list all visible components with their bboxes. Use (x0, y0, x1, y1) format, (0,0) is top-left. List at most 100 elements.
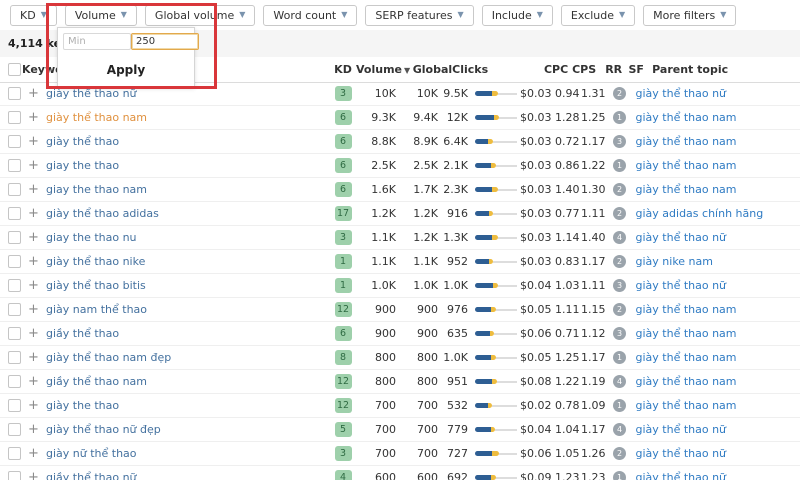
header-global[interactable]: Global (412, 63, 453, 76)
volume-min-input[interactable] (63, 33, 131, 50)
keyword-link[interactable]: giày thể thao bitis (46, 279, 146, 292)
row-checkbox[interactable] (8, 159, 21, 172)
filter-serp-features-button[interactable]: SERP features ▼ (365, 4, 474, 26)
row-checkbox[interactable] (8, 471, 21, 480)
serp-features-badge[interactable]: 1 (613, 471, 626, 480)
expand-plus-icon[interactable]: + (28, 374, 39, 389)
expand-plus-icon[interactable]: + (28, 302, 39, 317)
row-checkbox[interactable] (8, 255, 21, 268)
filter-word-count-button[interactable]: Word count ▼ (263, 4, 358, 26)
filter-more-filters-button[interactable]: More filters ▼ (643, 4, 737, 26)
parent-topic-link[interactable]: giày thể thao nam (635, 159, 737, 172)
expand-plus-icon[interactable]: + (28, 278, 39, 293)
parent-topic-link[interactable]: giày thể thao nam (635, 399, 737, 412)
serp-features-badge[interactable]: 3 (613, 279, 626, 292)
serp-features-badge[interactable]: 2 (613, 303, 626, 316)
expand-plus-icon[interactable]: + (28, 230, 39, 245)
row-checkbox[interactable] (8, 111, 21, 124)
expand-plus-icon[interactable]: + (28, 326, 39, 341)
serp-features-badge[interactable]: 3 (613, 327, 626, 340)
row-checkbox[interactable] (8, 447, 21, 460)
row-checkbox[interactable] (8, 351, 21, 364)
expand-plus-icon[interactable]: + (28, 398, 39, 413)
expand-plus-icon[interactable]: + (28, 86, 39, 101)
expand-plus-icon[interactable]: + (28, 350, 39, 365)
keyword-link[interactable]: giay the thao (46, 159, 120, 172)
header-kd[interactable]: KD (334, 63, 352, 76)
row-checkbox[interactable] (8, 327, 21, 340)
row-checkbox[interactable] (8, 423, 21, 436)
row-checkbox[interactable] (8, 183, 21, 196)
parent-topic-link[interactable]: giày thể thao nam (635, 183, 737, 196)
row-checkbox[interactable] (8, 87, 21, 100)
parent-topic-link[interactable]: giày thể thao nữ (635, 423, 727, 436)
serp-features-badge[interactable]: 4 (613, 375, 626, 388)
serp-features-badge[interactable]: 1 (613, 351, 626, 364)
expand-plus-icon[interactable]: + (28, 206, 39, 221)
row-checkbox[interactable] (8, 375, 21, 388)
apply-button[interactable]: Apply (106, 63, 146, 77)
filter-kd-button[interactable]: KD ▼ (10, 4, 57, 26)
filter-volume-button[interactable]: Volume ▼ (64, 4, 137, 26)
keyword-link[interactable]: giầy thể thao nam (46, 375, 148, 388)
parent-topic-link[interactable]: giày thể thao nam (635, 303, 737, 316)
parent-topic-link[interactable]: giày thể thao nam (635, 375, 737, 388)
header-rr[interactable]: RR (605, 63, 623, 76)
row-checkbox[interactable] (8, 231, 21, 244)
row-checkbox[interactable] (8, 303, 21, 316)
row-checkbox[interactable] (8, 279, 21, 292)
parent-topic-link[interactable]: giày thể thao nữ (635, 87, 727, 100)
keyword-link[interactable]: giày thể thao (46, 135, 120, 148)
volume-max-input[interactable] (131, 33, 199, 50)
header-clicks[interactable]: Clicks (452, 63, 489, 76)
filter-exclude-button[interactable]: Exclude ▼ (560, 4, 636, 26)
keyword-link[interactable]: giày the thao (46, 399, 120, 412)
parent-topic-link[interactable]: giày thể thao nữ (635, 231, 727, 244)
serp-features-badge[interactable]: 1 (613, 111, 626, 124)
serp-features-badge[interactable]: 3 (613, 135, 626, 148)
expand-plus-icon[interactable]: + (28, 158, 39, 173)
serp-features-badge[interactable]: 2 (613, 447, 626, 460)
parent-topic-link[interactable]: giày adidas chính hãng (635, 207, 764, 220)
serp-features-badge[interactable]: 4 (613, 231, 626, 244)
keyword-link[interactable]: giay the thao nam (46, 183, 148, 196)
expand-plus-icon[interactable]: + (28, 422, 39, 437)
serp-features-badge[interactable]: 4 (613, 423, 626, 436)
keyword-link[interactable]: giày nữ thể thao (46, 447, 137, 460)
keyword-link[interactable]: giày thể thao nữ đẹp (46, 423, 161, 436)
keyword-link[interactable]: giày thể thao nam đẹp (46, 351, 172, 364)
parent-topic-link[interactable]: giày thể thao nữ (635, 447, 727, 460)
expand-plus-icon[interactable]: + (28, 254, 39, 269)
serp-features-badge[interactable]: 2 (613, 207, 626, 220)
header-parent-topic[interactable]: Parent topic (652, 63, 729, 76)
parent-topic-link[interactable]: giày nike nam (635, 255, 713, 268)
header-sf[interactable]: SF (628, 63, 644, 76)
row-checkbox[interactable] (8, 135, 21, 148)
filter-include-button[interactable]: Include ▼ (481, 4, 553, 26)
parent-topic-link[interactable]: giày thể thao nữ (635, 279, 727, 292)
serp-features-badge[interactable]: 1 (613, 159, 626, 172)
expand-plus-icon[interactable]: + (28, 110, 39, 125)
expand-plus-icon[interactable]: + (28, 446, 39, 461)
header-cps[interactable]: CPS (572, 63, 597, 76)
serp-features-badge[interactable]: 2 (613, 87, 626, 100)
filter-global-volume-button[interactable]: Global volume ▼ (144, 4, 256, 26)
expand-plus-icon[interactable]: + (28, 470, 39, 480)
keyword-link[interactable]: giay the thao nu (46, 231, 137, 244)
parent-topic-link[interactable]: giày thể thao nam (635, 327, 737, 340)
parent-topic-link[interactable]: giày thể thao nam (635, 135, 737, 148)
keyword-link[interactable]: giày thể thao adidas (46, 207, 159, 220)
keyword-link[interactable]: giầy thể thao nữ (46, 471, 137, 480)
keyword-link[interactable]: giầy thể thao (46, 327, 120, 340)
parent-topic-link[interactable]: giày thể thao nam (635, 111, 737, 124)
header-volume[interactable]: Volume ▼ (356, 63, 410, 76)
expand-plus-icon[interactable]: + (28, 134, 39, 149)
row-checkbox[interactable] (8, 399, 21, 412)
expand-plus-icon[interactable]: + (28, 182, 39, 197)
serp-features-badge[interactable]: 2 (613, 255, 626, 268)
keyword-link[interactable]: giày thể thao nike (46, 255, 146, 268)
parent-topic-link[interactable]: giày thể thao nữ (635, 471, 727, 480)
serp-features-badge[interactable]: 1 (613, 399, 626, 412)
serp-features-badge[interactable]: 2 (613, 183, 626, 196)
keyword-link[interactable]: giày thể thao nữ (46, 87, 137, 100)
